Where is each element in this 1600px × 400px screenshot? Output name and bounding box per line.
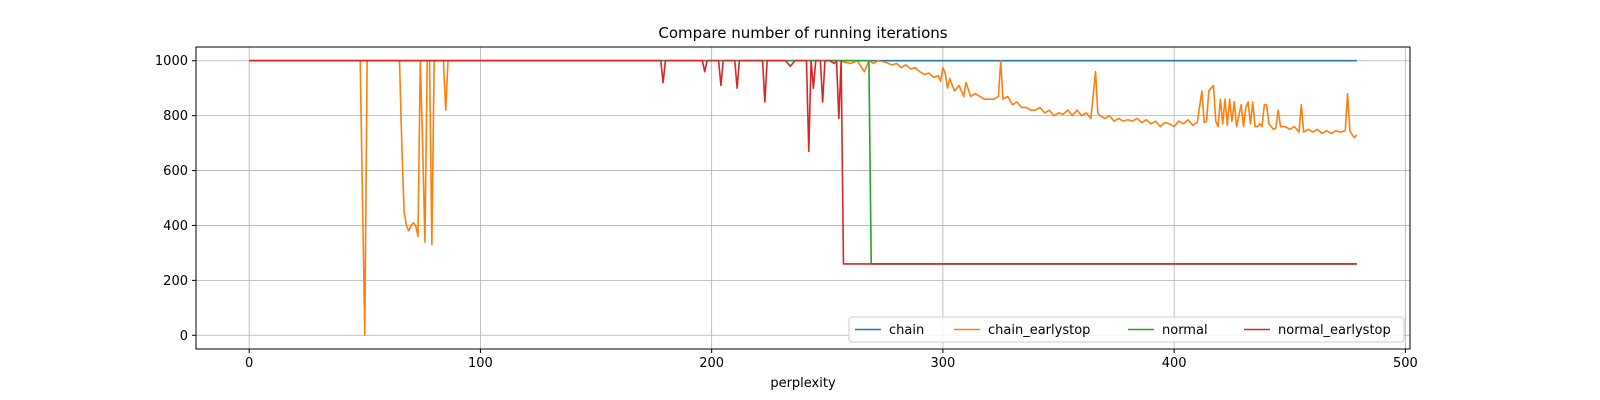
grid [196,47,1410,349]
series-line-normal-earlystop [249,59,1357,265]
x-tick-label: 300 [930,356,955,371]
chart-title: Compare number of running iterations [658,24,947,42]
y-tick-label: 1000 [155,54,188,69]
x-tick-label: 400 [1162,356,1187,371]
y-tick-label: 400 [163,219,188,234]
legend-label: chain [889,323,924,338]
axis-ticks: 0 100 200 300 400 500 0 200 400 600 800 1000 [155,54,1418,371]
x-tick-label: 0 [245,356,253,371]
series-lines [249,59,1358,337]
x-axis-label: perplexity [770,376,836,391]
x-tick-label: 100 [468,356,493,371]
y-tick-label: 0 [180,329,188,344]
y-tick-label: 200 [163,274,188,289]
legend-box [848,316,1405,343]
series-line-chain-earlystop [249,59,1358,337]
series-line-normal [249,59,1357,265]
x-tick-label: 500 [1393,356,1418,371]
legend: chain chain_earlystop normal normal_earlyst… [848,316,1405,343]
legend-label: normal_earlystop [1278,323,1391,338]
legend-label: chain_earlystop [988,323,1090,338]
plot-frame [195,46,1411,350]
x-tick-label: 200 [699,356,724,371]
y-tick-label: 600 [163,164,188,179]
y-tick-label: 800 [163,109,188,124]
legend-label: normal [1162,323,1208,338]
